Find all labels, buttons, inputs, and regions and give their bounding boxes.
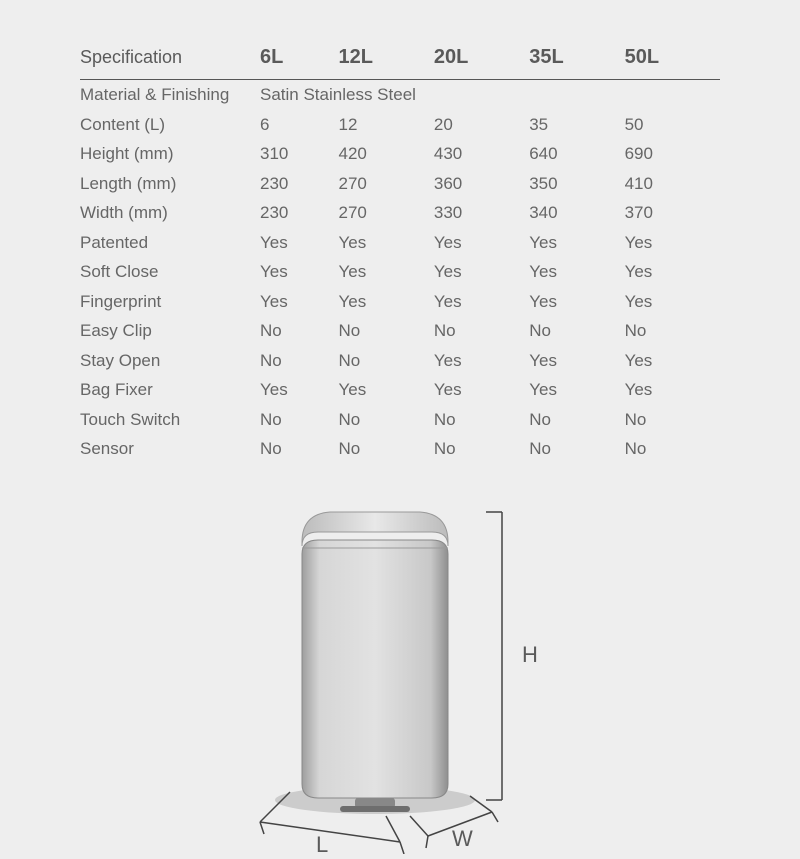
cell: No — [529, 405, 624, 435]
cell: Yes — [529, 287, 624, 317]
table-row: Height (mm)310420430640690 — [80, 139, 720, 169]
table-row: Easy ClipNoNoNoNoNo — [80, 316, 720, 346]
cell: 12 — [339, 110, 434, 140]
cell: No — [434, 434, 529, 464]
row-label: Sensor — [80, 434, 260, 464]
row-label: Touch Switch — [80, 405, 260, 435]
cell: 370 — [625, 198, 720, 228]
cell: No — [339, 405, 434, 435]
cell: 430 — [434, 139, 529, 169]
cell: Yes — [434, 287, 529, 317]
cell: Yes — [625, 287, 720, 317]
cell: Yes — [529, 257, 624, 287]
cell: 35 — [529, 110, 624, 140]
cell: 310 — [260, 139, 339, 169]
row-label: Height (mm) — [80, 139, 260, 169]
table-row: PatentedYesYesYesYesYes — [80, 228, 720, 258]
table-row: Bag FixerYesYesYesYesYes — [80, 375, 720, 405]
row-label: Soft Close — [80, 257, 260, 287]
cell: Yes — [260, 257, 339, 287]
table-row: Soft CloseYesYesYesYesYes — [80, 257, 720, 287]
spec-header-label: Specification — [80, 40, 260, 80]
table-row: Stay OpenNoNoYesYesYes — [80, 346, 720, 376]
table-row: FingerprintYesYesYesYesYes — [80, 287, 720, 317]
cell: 230 — [260, 169, 339, 199]
cell: Yes — [625, 228, 720, 258]
cell: No — [260, 434, 339, 464]
cell: 330 — [434, 198, 529, 228]
cell: Yes — [625, 375, 720, 405]
length-label: L — [316, 832, 328, 854]
cell: 270 — [339, 198, 434, 228]
col-header-2: 20L — [434, 40, 529, 80]
col-header-4: 50L — [625, 40, 720, 80]
cell: Yes — [625, 257, 720, 287]
cell: Yes — [339, 375, 434, 405]
cell: Yes — [339, 287, 434, 317]
cell: Yes — [529, 228, 624, 258]
row-label: Bag Fixer — [80, 375, 260, 405]
cell: 640 — [529, 139, 624, 169]
cell: No — [625, 434, 720, 464]
cell: Yes — [434, 228, 529, 258]
col-header-1: 12L — [339, 40, 434, 80]
cell: 230 — [260, 198, 339, 228]
cell: 410 — [625, 169, 720, 199]
row-label: Patented — [80, 228, 260, 258]
cell: 420 — [339, 139, 434, 169]
cell: 340 — [529, 198, 624, 228]
cell: No — [529, 434, 624, 464]
table-row: Touch SwitchNoNoNoNoNo — [80, 405, 720, 435]
cell: No — [260, 346, 339, 376]
cell: No — [339, 316, 434, 346]
col-header-0: 6L — [260, 40, 339, 80]
cell: No — [529, 316, 624, 346]
cell: 6 — [260, 110, 339, 140]
table-row: SensorNoNoNoNoNo — [80, 434, 720, 464]
width-label: W — [452, 826, 473, 851]
specification-table: Specification 6L 12L 20L 35L 50L Materia… — [80, 40, 720, 464]
row-label: Fingerprint — [80, 287, 260, 317]
cell: Yes — [625, 346, 720, 376]
row-label-material: Material & Finishing — [80, 80, 260, 110]
row-label: Length (mm) — [80, 169, 260, 199]
cell: Yes — [260, 228, 339, 258]
col-header-3: 35L — [529, 40, 624, 80]
cell: Yes — [339, 257, 434, 287]
cell: 350 — [529, 169, 624, 199]
cell: No — [625, 405, 720, 435]
cell: No — [434, 405, 529, 435]
cell: No — [339, 434, 434, 464]
dimension-diagram: H L W — [190, 484, 610, 854]
cell: 690 — [625, 139, 720, 169]
cell: No — [260, 405, 339, 435]
table-row: Length (mm)230270360350410 — [80, 169, 720, 199]
row-label: Easy Clip — [80, 316, 260, 346]
cell: 360 — [434, 169, 529, 199]
cell: 50 — [625, 110, 720, 140]
cell: Yes — [260, 375, 339, 405]
table-row: Content (L)612203550 — [80, 110, 720, 140]
cell: Yes — [529, 375, 624, 405]
height-label: H — [522, 642, 538, 667]
cell: No — [434, 316, 529, 346]
cell: Yes — [529, 346, 624, 376]
cell: Yes — [434, 375, 529, 405]
cell: No — [339, 346, 434, 376]
cell: 270 — [339, 169, 434, 199]
material-value: Satin Stainless Steel — [260, 80, 720, 110]
row-label: Width (mm) — [80, 198, 260, 228]
cell: No — [625, 316, 720, 346]
cell: 20 — [434, 110, 529, 140]
cell: Yes — [339, 228, 434, 258]
cell: Yes — [434, 257, 529, 287]
row-label: Stay Open — [80, 346, 260, 376]
cell: No — [260, 316, 339, 346]
table-row: Width (mm)230270330340370 — [80, 198, 720, 228]
row-label: Content (L) — [80, 110, 260, 140]
cell: Yes — [260, 287, 339, 317]
cell: Yes — [434, 346, 529, 376]
